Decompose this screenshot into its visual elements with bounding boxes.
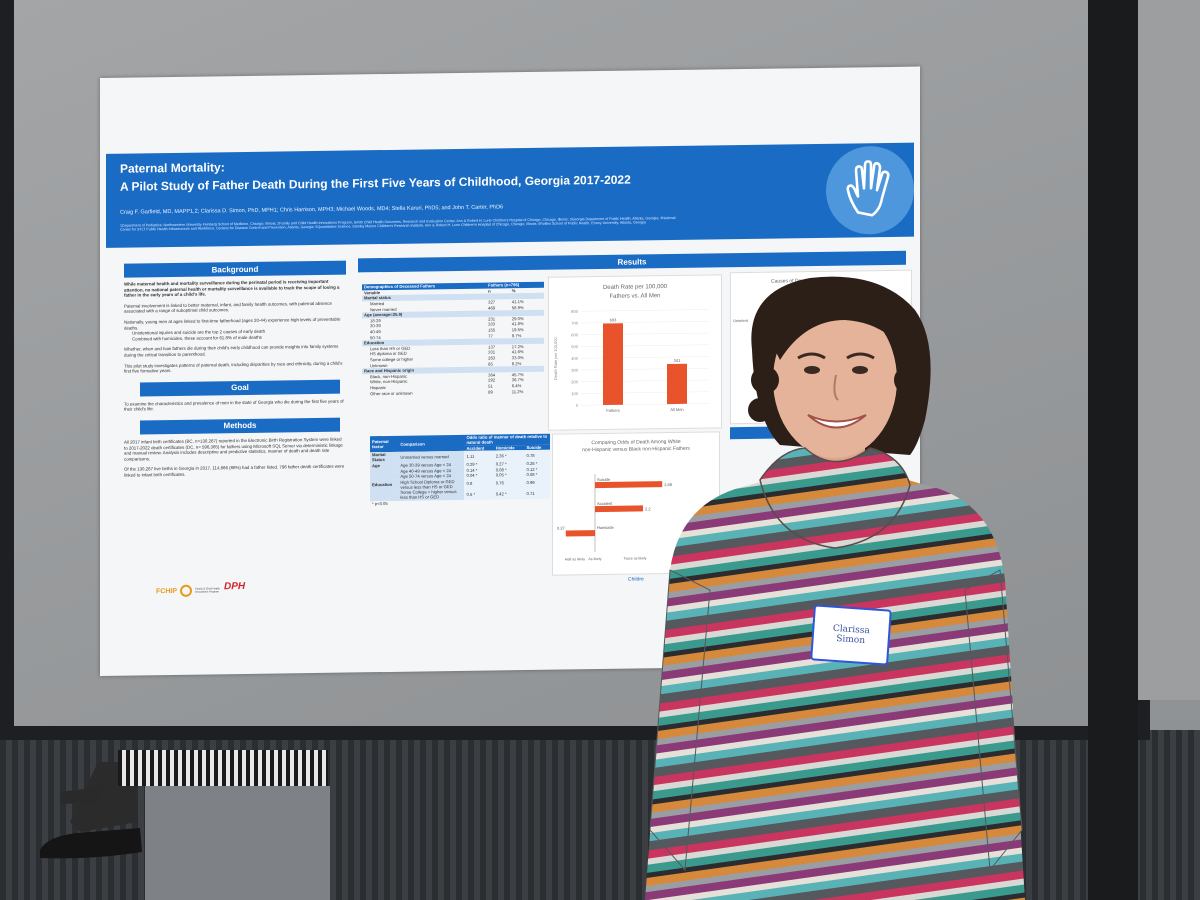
dph-logo: DPH [224, 580, 246, 593]
background-summary: While maternal health and mortality surv… [124, 278, 340, 298]
poster-title: Paternal Mortality: [120, 160, 225, 176]
hand-icon [826, 145, 914, 235]
background-heading: Background [124, 260, 346, 278]
y-tick-label: 300 [571, 368, 578, 373]
chart-title: Death Rate per 100,000 [603, 284, 668, 291]
y-tick-label: 400 [571, 356, 578, 361]
category-label: Accident [597, 501, 613, 506]
board-pole [1088, 0, 1138, 900]
y-tick-label: 700 [571, 321, 578, 326]
gridline [581, 332, 709, 336]
name-tag-last: Simon [835, 633, 866, 646]
presenter [645, 276, 1025, 900]
gridline [581, 356, 709, 359]
goal-text: To examine the characteristics and preva… [124, 398, 344, 412]
methods-paragraph: All 2017 infant birth certificates (BC, … [124, 436, 343, 462]
data-label: 2.68 [664, 482, 673, 487]
y-tick-label: 800 [571, 309, 578, 314]
chart-title: Comparing Odds of Death Among White [591, 439, 680, 446]
x-tick-label: Twice as likely [624, 556, 647, 560]
chart-subtitle: Fathers vs. All Men [609, 293, 660, 300]
y-axis-label: Death Rate per 100,000 [553, 336, 558, 380]
goal-heading: Goal [140, 379, 340, 397]
bar [565, 530, 596, 537]
table-row: Other race or unknown 89 11.2% [370, 388, 524, 396]
visitor-coat [118, 750, 328, 786]
bar [595, 505, 643, 513]
data-label: 2.2 [645, 506, 651, 511]
y-tick-label: 200 [571, 379, 578, 384]
adjacent-board [1138, 0, 1200, 700]
x-tick-label: All Men [670, 407, 683, 412]
research-poster: Paternal Mortality: A Pilot Study of Fat… [100, 66, 920, 676]
x-tick-label: Half as likely [565, 557, 585, 561]
y-tick-label: 0 [576, 403, 579, 408]
background-paragraph: This pilot study investigates patterns o… [124, 360, 343, 374]
poster-affiliations: 1Department of Pediatrics, Northwestern … [120, 215, 676, 232]
category-label: Homicide [597, 525, 614, 530]
odds-comparison-chart: Comparing Odds of Death Among White non-H… [552, 431, 720, 576]
methods-heading: Methods [140, 417, 340, 435]
odds-ratio-table: Paternal factor Comparison Odds ratio of m… [370, 433, 550, 507]
name-tag: Clarissa Simon [810, 604, 892, 666]
fchip-logo: FCHIP Family & Child Health Innovations … [156, 584, 225, 597]
background-paragraph: Paternal involvement is linked to better… [124, 300, 332, 315]
bar [595, 481, 663, 489]
y-tick-label: 600 [571, 332, 578, 337]
gridline [581, 379, 709, 383]
data-label: 0.27 [557, 525, 566, 530]
gridline [581, 320, 709, 324]
x-tick-label: Fathers [606, 408, 620, 413]
gridline [581, 344, 709, 347]
background-paragraph: Whether, when and how fathers die during… [124, 344, 339, 358]
methods-paragraph: Of the 130,267 live births in Georgia in… [124, 463, 345, 478]
poster-subtitle: A Pilot Study of Father Death During the… [120, 172, 631, 194]
poster-authors: Craig F. Garfield, MD, MAPP1,2; Clarissa… [120, 204, 504, 216]
category-label: Suicide [597, 477, 611, 482]
death-rate-chart: Death Rate per 100,000 Fathers vs. All Me… [548, 274, 722, 431]
demographics-table: Demographics of Deceased Fathers Fathers … [362, 281, 544, 396]
x-tick-label: As likely [588, 557, 601, 561]
y-tick-label: 100 [571, 391, 578, 396]
poster-header: Paternal Mortality: A Pilot Study of Fat… [106, 142, 914, 248]
gridline [581, 367, 709, 371]
bar [603, 323, 623, 405]
data-label: 693 [610, 317, 617, 322]
gridline [581, 391, 709, 394]
gridline [581, 403, 709, 406]
data-label: 341 [674, 358, 681, 363]
gridline [581, 309, 709, 312]
visitor-legs [145, 786, 330, 900]
bar [667, 363, 687, 405]
chart-title: non-Hispanic versus Black non-Hispanic F… [582, 446, 690, 454]
y-tick-label: 500 [571, 344, 578, 349]
